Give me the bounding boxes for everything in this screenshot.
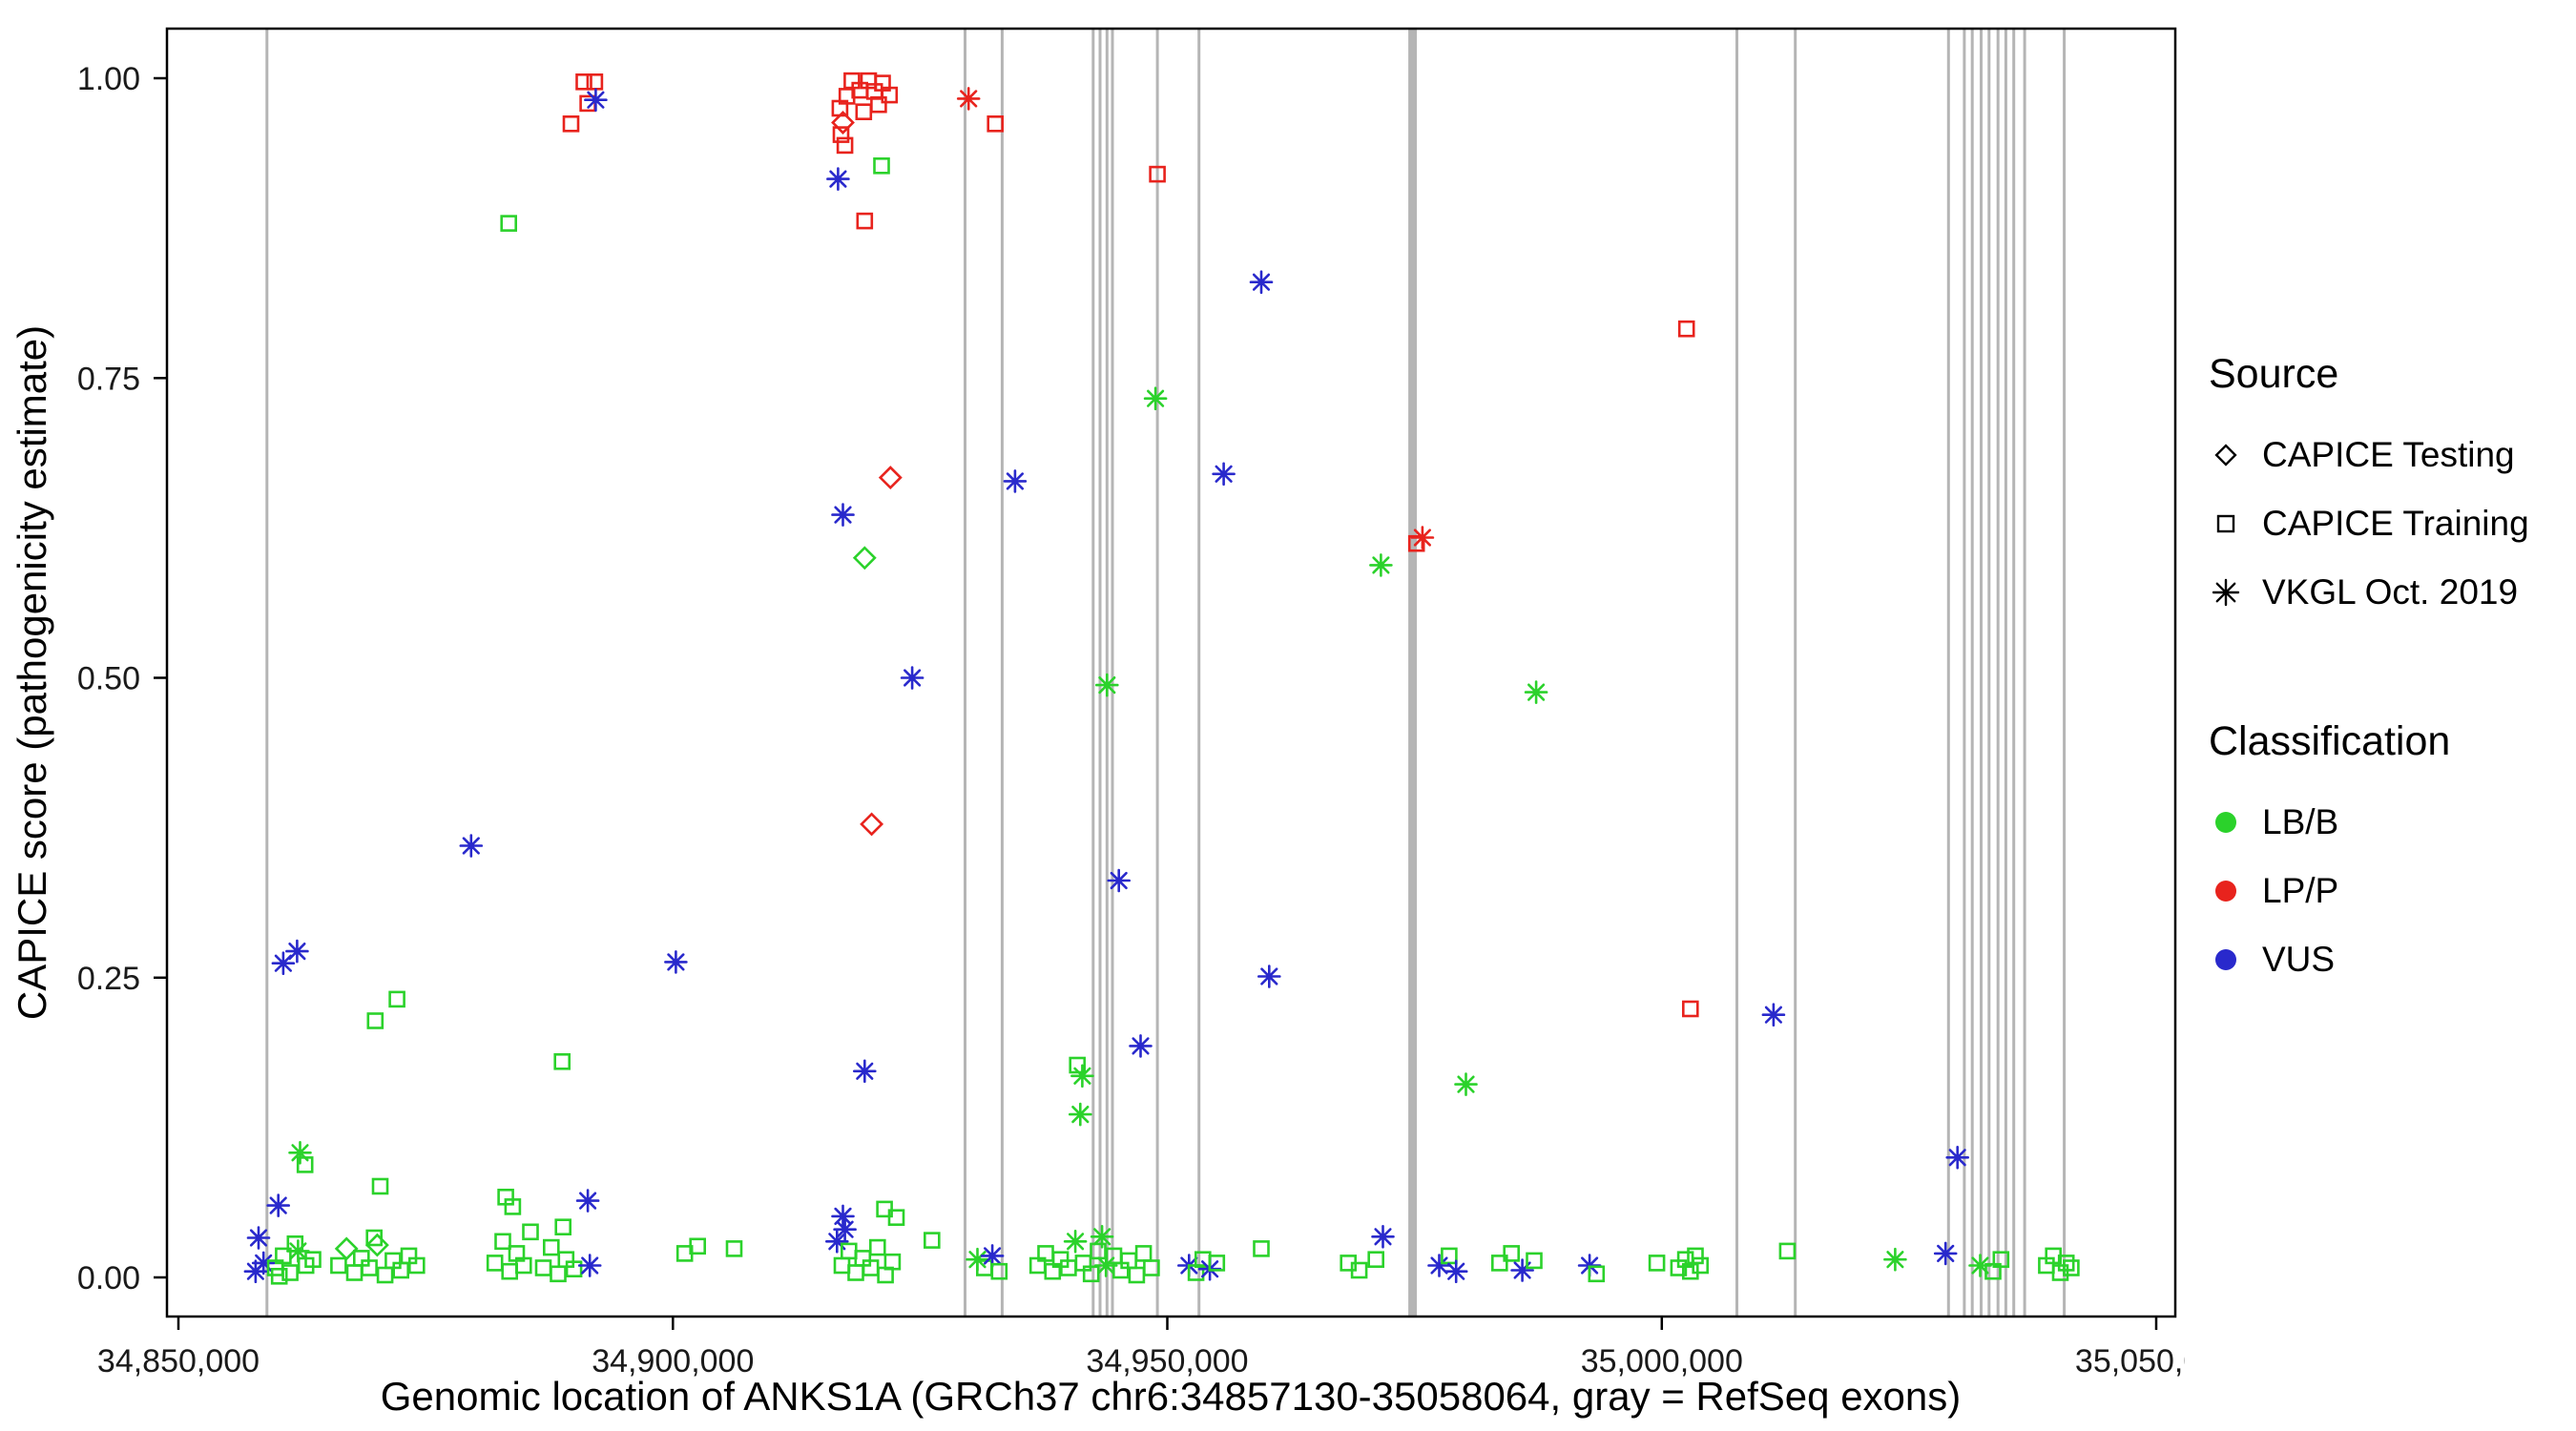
legend-item-label: CAPICE Training [2262,504,2529,543]
legend-item-capice-training: CAPICE Training [2209,489,2571,558]
refseq-exon-lines [265,29,2067,1317]
svg-text:34,950,000: 34,950,000 [1086,1343,1248,1379]
data-points [243,72,2080,1285]
svg-text:0.00: 0.00 [77,1260,140,1296]
scatter-plot: 34,850,000 34,900,000 34,950,000 35,000,000… [10,27,2185,1419]
panel-border [165,27,2177,1318]
vus-dot-icon [2215,949,2236,970]
lpp-dot-icon [2215,881,2236,902]
legend-item-label: CAPICE Testing [2262,435,2515,474]
svg-text:0.50: 0.50 [77,661,140,697]
legend-item-label: VKGL Oct. 2019 [2262,572,2519,612]
legend-item-capice-testing: CAPICE Testing [2209,421,2571,489]
legend-source-title: Source [2209,351,2339,397]
legend-source: Source CAPICE Testing CAPICE Training VK… [2209,351,2571,627]
svg-text:35,050,000: 35,050,000 [2075,1343,2185,1379]
svg-text:34,900,000: 34,900,000 [592,1343,754,1379]
legend-item-label: LP/P [2262,871,2339,910]
diamond-icon [2214,444,2237,467]
x-axis-ticks: 34,850,000 34,900,000 34,950,000 35,000,000… [97,1317,2185,1379]
svg-text:0.25: 0.25 [77,961,140,997]
legend-item-lbb: LB/B [2209,788,2571,857]
x-axis-title: Genomic location of ANKS1A (GRCh37 chr6:… [381,1374,1962,1419]
asterisk-icon [2212,578,2240,607]
legend-panel: Source CAPICE Testing CAPICE Training VK… [2209,351,2571,994]
y-axis-title: CAPICE score (pathogenicity estimate) [10,325,54,1020]
lbb-dot-icon [2215,812,2236,833]
legend-classification-title: Classification [2209,718,2451,764]
legend-item-vus: VUS [2209,925,2571,994]
y-axis-ticks: 0.00 0.25 0.50 0.75 1.00 [77,61,167,1296]
legend-item-label: VUS [2262,940,2336,979]
legend-classification: Classification LB/B LP/P VUS [2209,718,2571,994]
svg-text:35,000,000: 35,000,000 [1581,1343,1743,1379]
square-icon [2216,514,2235,533]
legend-item-vkgl: VKGL Oct. 2019 [2209,558,2571,627]
svg-text:34,850,000: 34,850,000 [97,1343,260,1379]
svg-text:1.00: 1.00 [77,61,140,97]
legend-item-lpp: LP/P [2209,857,2571,925]
svg-text:0.75: 0.75 [77,361,140,397]
legend-item-label: LB/B [2262,802,2339,841]
